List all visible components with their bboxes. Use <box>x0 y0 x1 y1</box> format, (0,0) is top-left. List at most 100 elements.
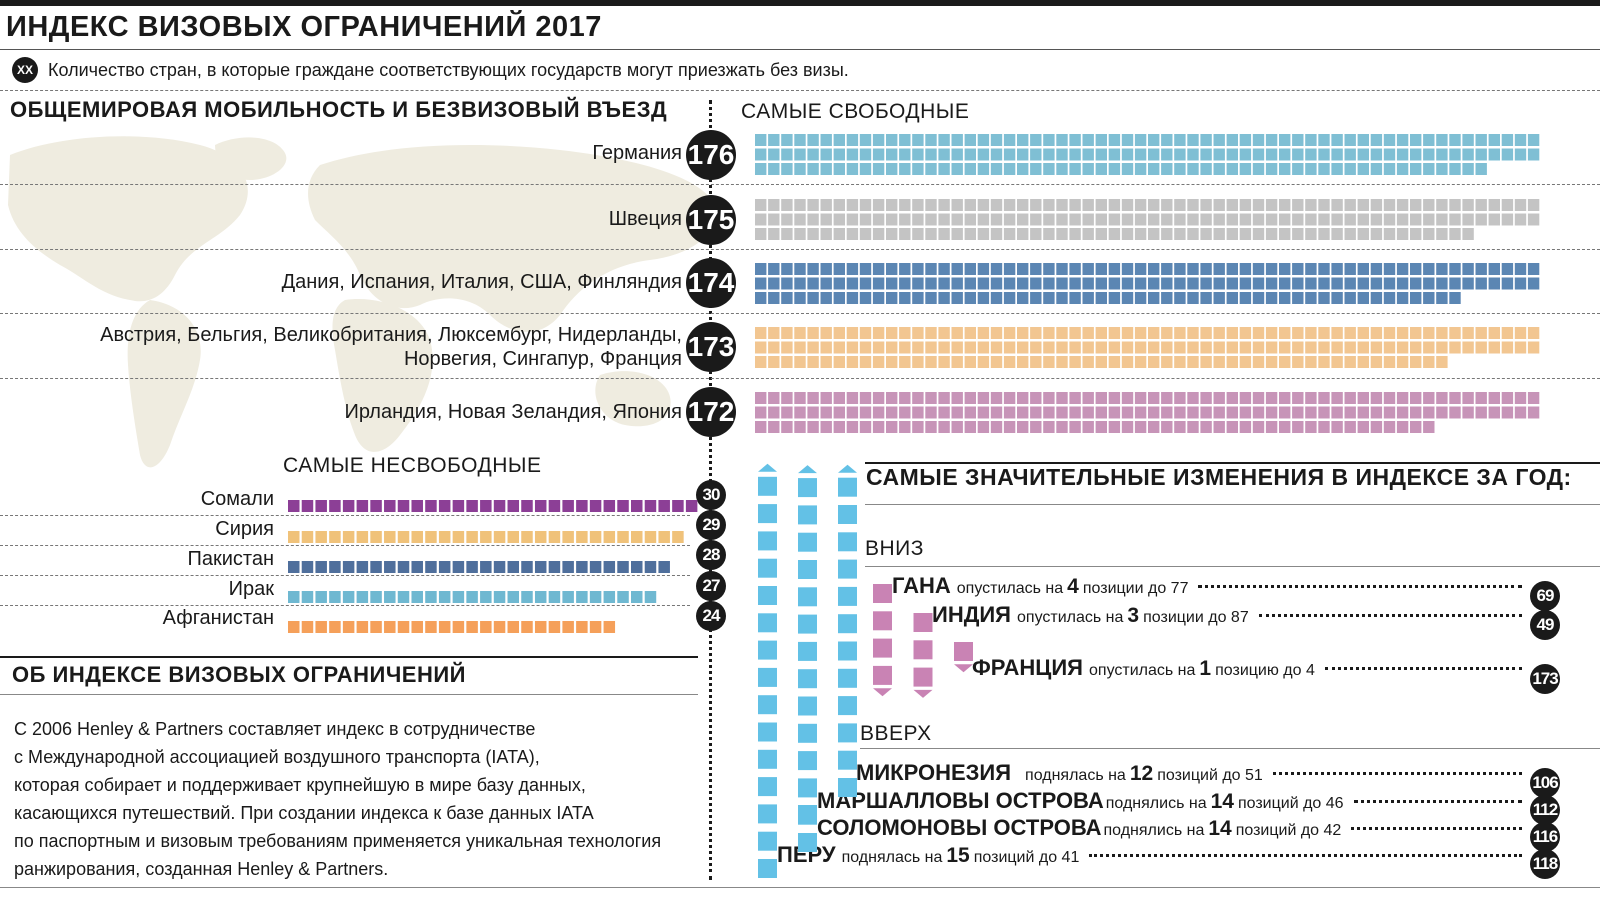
title-rule <box>0 49 1600 50</box>
freest-country-square <box>1514 213 1527 226</box>
freest-country-square <box>1252 199 1265 211</box>
freest-country-square <box>1082 199 1094 211</box>
freest-country-square <box>1161 163 1173 175</box>
freest-country-square <box>1095 213 1107 226</box>
freest-country-square <box>794 392 806 404</box>
freest-country-square <box>1095 292 1107 304</box>
freest-country-square <box>951 421 963 433</box>
freest-country-square <box>1436 263 1448 275</box>
freest-country-square <box>1410 163 1422 175</box>
least-free-country-square <box>329 531 341 543</box>
freest-country-square <box>964 392 976 404</box>
freest-country-square <box>1056 327 1068 339</box>
up-position-square <box>758 504 777 524</box>
freest-country-square <box>1475 163 1487 175</box>
least-free-country-square <box>438 531 451 543</box>
up-position-square <box>798 751 817 771</box>
change-leader-dots <box>1272 772 1522 775</box>
change-up-row: МИКРОНЕЗИЯ поднялась на 12 позиций до 51 <box>856 760 1528 786</box>
least-free-country-square <box>658 500 670 512</box>
freest-country-square <box>1095 228 1107 240</box>
change-country: СОЛОМОНОВЫ ОСТРОВА <box>817 815 1102 840</box>
freest-country-square <box>1003 392 1016 404</box>
freest-country-square <box>1121 213 1134 226</box>
freest-country-square <box>1148 163 1160 175</box>
least-free-country-square <box>301 621 314 633</box>
freest-country-square <box>794 228 806 240</box>
freest-country-square <box>1436 277 1448 290</box>
freest-country-square <box>1213 406 1225 419</box>
freest-country-square <box>886 421 898 433</box>
down-position-square <box>873 665 892 685</box>
about-line: которая собирает и поддерживает крупнейш… <box>14 775 586 795</box>
freest-country-square <box>925 163 937 175</box>
freest-country-square <box>1030 277 1042 290</box>
freest-country-square <box>781 356 793 368</box>
freest-country-square <box>1148 421 1160 433</box>
freest-country-square <box>1396 327 1409 339</box>
change-value-badge: 49 <box>1530 610 1560 640</box>
freest-country-square <box>1108 163 1121 175</box>
freest-country-square <box>1436 134 1448 146</box>
freest-country-square <box>1030 199 1042 211</box>
freest-country-square <box>1423 292 1435 304</box>
least-free-value-badge: 27 <box>696 571 726 601</box>
freest-country-square <box>1475 392 1487 404</box>
freest-country-square <box>886 406 898 419</box>
freest-country-square <box>1370 134 1383 146</box>
freest-country-square <box>1331 392 1343 404</box>
freest-country-square <box>1475 406 1487 419</box>
freest-country-square <box>1370 356 1383 368</box>
freest-row-label-line: Германия <box>592 142 682 164</box>
freest-country-square <box>1069 199 1081 211</box>
least-free-country-square <box>288 561 300 573</box>
freest-country-square <box>1213 228 1225 240</box>
change-tail: позицию до 4 <box>1215 662 1315 679</box>
freest-country-square <box>1475 341 1487 354</box>
freest-country-square <box>938 356 950 368</box>
freest-country-square <box>1030 134 1042 146</box>
freest-country-square <box>1161 392 1173 404</box>
freest-country-square <box>1318 228 1330 240</box>
freest-country-square <box>1043 213 1055 226</box>
freest-country-square <box>1226 163 1238 175</box>
freest-country-square <box>1003 134 1016 146</box>
legend: XX Количество стран, в которые граждане … <box>12 57 849 83</box>
freest-country-square <box>1396 199 1409 211</box>
freest-country-square <box>1095 199 1107 211</box>
freest-country-square <box>1187 421 1199 433</box>
freest-country-square <box>1134 148 1147 161</box>
freest-country-square <box>1200 213 1212 226</box>
freest-country-square <box>1501 341 1514 354</box>
freest-country-square <box>1200 163 1212 175</box>
freest-country-square <box>1370 148 1383 161</box>
freest-country-square <box>1318 199 1330 211</box>
least-free-country-square <box>384 621 396 633</box>
freest-country-square <box>1357 421 1369 433</box>
up-position-square <box>758 531 777 551</box>
freest-country-square <box>1043 134 1055 146</box>
least-free-country-square <box>534 621 547 633</box>
freest-country-square <box>925 148 937 161</box>
up-position-square <box>758 831 777 851</box>
up-position-square <box>838 641 857 661</box>
freest-country-square <box>1174 292 1186 304</box>
freest-country-square <box>1095 406 1107 419</box>
freest-country-square <box>872 199 885 211</box>
freest-country-square <box>1148 341 1160 354</box>
freest-country-square <box>1161 277 1173 290</box>
freest-country-square <box>755 228 767 240</box>
least-free-country-square <box>329 621 341 633</box>
freest-country-square <box>925 392 937 404</box>
freest-country-square <box>1252 392 1265 404</box>
freest-country-square <box>807 277 819 290</box>
freest-country-square <box>1226 327 1238 339</box>
freest-country-square <box>1292 148 1304 161</box>
freest-country-square <box>1383 392 1396 404</box>
freest-country-square <box>977 263 990 275</box>
freest-country-square <box>1174 134 1186 146</box>
freest-country-square <box>1318 406 1330 419</box>
freest-country-square <box>820 163 832 175</box>
freest-country-square <box>1161 421 1173 433</box>
freest-country-square <box>1017 327 1029 339</box>
